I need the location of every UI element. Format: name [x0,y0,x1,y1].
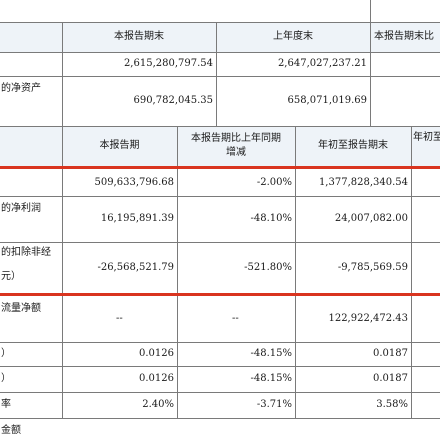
value-cell: 2,647,027,237.21 [277,58,367,69]
grid-line [0,418,440,419]
value-cell: 2.40% [142,399,174,410]
grid-line [0,126,440,127]
red-highlight-line [0,166,440,169]
row-label: ） [1,373,11,384]
value-cell: -9,785,569.59 [337,262,408,273]
grid-line-vertical [411,126,412,418]
value-cell: -48.15% [250,348,292,359]
grid-line [0,342,440,343]
value-cell: -48.10% [250,213,292,224]
col-header-ytd: 年初至报告期末 [295,126,411,166]
header-label-cell [0,22,62,52]
header-label-cell [0,126,62,166]
value-cell: 0.0187 [373,373,408,384]
row-label-non-recurring: 的扣除非经 [1,247,51,258]
grid-line [0,76,440,77]
grid-line-vertical [216,22,217,126]
grid-line [0,22,440,23]
col-header-current-period-end: 本报告期末 [62,22,216,52]
grid-line [0,242,440,243]
value-cell: -- [232,313,239,324]
row-label-rate: 率 [1,399,11,410]
value-cell: 3.58% [376,399,408,410]
value-cell: -26,568,521.79 [97,262,174,273]
row-label-cash-flow: 流量净额 [1,303,41,314]
value-cell: 509,633,796.68 [94,177,174,188]
grid-line-vertical [295,126,296,418]
red-highlight-line [0,293,440,296]
value-cell: -2.00% [256,177,292,188]
value-cell: -521.80% [244,262,292,273]
value-cell: 2,615,280,797.54 [123,58,213,69]
footer-text: 金额 [1,425,21,436]
grid-line [0,52,440,53]
grid-line-vertical [370,0,371,126]
grid-line [0,196,440,197]
grid-line [0,392,440,393]
grid-line-vertical [62,126,63,418]
value-cell: -3.71% [256,399,292,410]
value-cell: 690,782,045.35 [133,95,213,106]
value-cell: 0.0126 [139,373,174,384]
value-cell: 16,195,891.39 [100,213,174,224]
value-cell: -48.15% [250,373,292,384]
row-label [0,170,62,196]
col-header-current-period: 本报告期 [62,126,177,166]
value-cell: 658,071,019.69 [287,95,367,106]
row-label [0,52,62,76]
grid-line-vertical [62,22,63,126]
value-cell: 122,922,472.43 [328,313,408,324]
col-header-last-year-end: 上年度末 [216,22,370,52]
row-label-net-profit: 的净利润 [1,203,41,214]
col-header-ytd-change: 年初至 [411,126,440,166]
grid-line-vertical [177,126,178,418]
row-label-non-recurring-unit: 元） [1,271,21,282]
row-label-net-assets: 的净资产 [1,83,41,94]
col-header-yoy-change: 本报告期比上年同期增减 [177,126,295,166]
col-header-change: 本报告期末比 [370,22,440,52]
value-cell: -- [116,313,123,324]
value-cell: 1,377,828,340.54 [318,177,408,188]
value-cell: 24,007,082.00 [334,213,408,224]
row-label: ） [1,348,11,359]
value-cell: 0.0126 [139,348,174,359]
grid-line [0,366,440,367]
value-cell: 0.0187 [373,348,408,359]
